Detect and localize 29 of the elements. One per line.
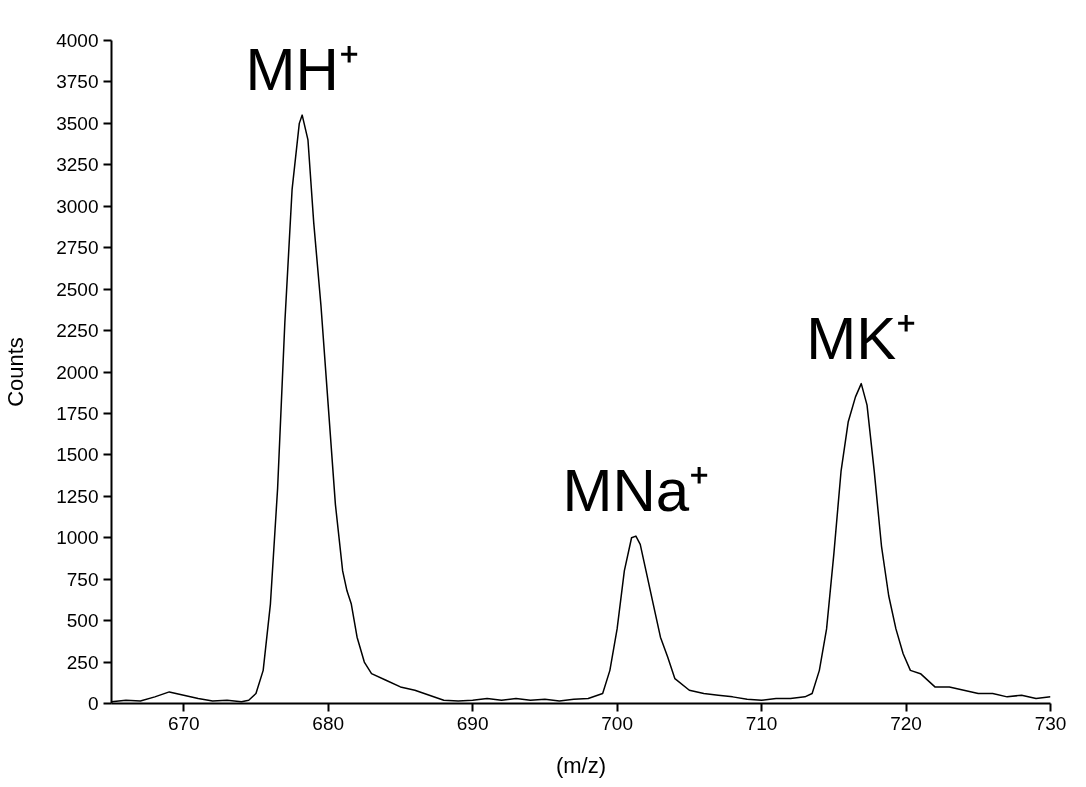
y-tick-label: 1250	[56, 485, 99, 507]
y-tick-label: 2500	[56, 278, 99, 300]
x-tick-label: 730	[1034, 712, 1067, 734]
y-tick-label: 2750	[56, 237, 99, 259]
y-tick-label: 500	[66, 610, 99, 632]
y-tick-label: 3250	[56, 154, 99, 176]
annotation: MNa⁺	[562, 457, 710, 525]
x-tick-label: 700	[601, 712, 633, 734]
y-tick-label: 250	[66, 651, 99, 673]
x-tick-label: 680	[312, 712, 345, 734]
annotation: MK⁺	[806, 304, 917, 372]
x-tick-label: 710	[745, 712, 778, 734]
y-tick-label: 0	[87, 693, 99, 714]
y-tick-label: 2000	[56, 361, 99, 383]
y-tick-label: 1500	[56, 444, 99, 466]
y-tick-label: 1000	[56, 527, 99, 549]
y-tick-label: 1750	[56, 402, 99, 424]
y-tick-label: 3500	[56, 112, 99, 134]
y-tick-label: 3000	[56, 195, 99, 217]
y-tick-label: 3750	[56, 71, 99, 93]
x-tick-label: 690	[456, 712, 489, 734]
x-tick-label: 670	[167, 712, 200, 734]
x-tick-label: 720	[890, 712, 922, 734]
annotation: MH⁺	[245, 36, 359, 104]
x-axis-title: (m/z)	[555, 752, 607, 778]
y-tick-label: 750	[66, 568, 99, 590]
y-tick-label: 4000	[56, 30, 99, 51]
y-tick-label: 2250	[56, 320, 99, 342]
y-axis-title: Counts	[3, 337, 29, 407]
